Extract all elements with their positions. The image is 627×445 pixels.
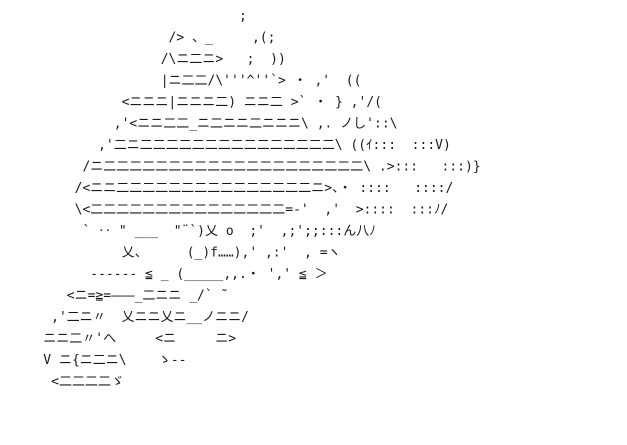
ascii-art-line: V ニ{ニ二ニ\ ゝ-- (12, 353, 187, 368)
ascii-art-line: /\ニ二ニ> ; )) (12, 52, 286, 67)
ascii-art-line: ` ‥ " ___ "¨`)乂 o ;' ,;';;:::ん八ﾉ (12, 224, 376, 239)
ascii-art-line: ニニ二〃'へ <ニ ニ> (12, 332, 236, 347)
ascii-art-line: 乂、 (_)f……),' ,:' , =ヽ (12, 246, 341, 261)
ascii-art-line: ,'<ニニ二二_ニ二ニニ二ニニニ\ ,. ノし'::\ (12, 117, 398, 132)
ascii-art-line: ,'二ニ二二二二二二二二二二二二二二二\ ((ｲ::: :::V) (12, 138, 451, 153)
ascii-art-lines: ; /> 、_ ,(; /\ニ二ニ> ; )) |ニ二二/\'''^''`> ・… (12, 9, 481, 390)
ascii-art-line: ------ ≦ _ (_____,,.・ ',' ≦ ＞ (12, 267, 335, 282)
ascii-art-line: <二二二二ゞ (12, 375, 124, 390)
ascii-art-line: /> 、_ ,(; (12, 31, 275, 46)
ascii-art-line: <ニ=≧=―――_二ニニ _/` ˜ (12, 289, 228, 304)
ascii-art-line: ,'二ニ〃 乂ニニ乂ニ__ノニニ/ (12, 310, 249, 325)
ascii-art-line: <ニニニ|ニニニ二) ニニ二 >` ・ } ,'/( (12, 95, 382, 110)
ascii-art-line: /ニ二二二二二二二二二二二二二二二二二二二二\ .>::: :::)} (12, 160, 481, 175)
ascii-art-line: |ニ二二/\'''^''`> ・ ,' (( (12, 74, 361, 89)
ascii-art-line: /<ニニ二二二二二二二二二二二二二二二ニ>、・ :::: ::::/ (12, 181, 453, 196)
ascii-art-line: \<二二二二二二二二二二二二二二二=-' ,' >:::: :::ﾉ/ (12, 203, 448, 218)
ascii-art-line: ; (12, 9, 247, 24)
